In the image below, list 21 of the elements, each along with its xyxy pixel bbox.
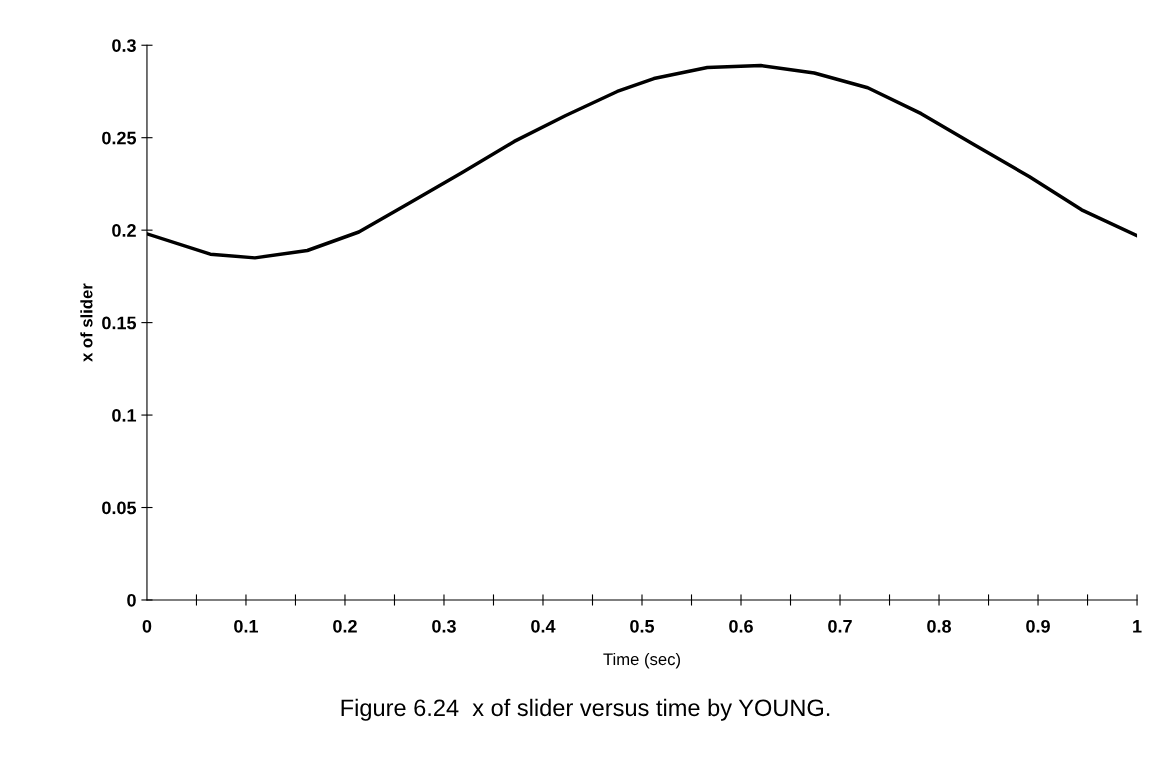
x-tick-label: 0.7: [828, 619, 852, 633]
y-tick-label: 0.3: [112, 39, 136, 52]
x-tick-label: 0.8: [927, 619, 952, 633]
y-tick-label: 0.1: [112, 409, 137, 422]
y-tick-label: 0: [127, 593, 136, 607]
y-tick-label: 0.05: [102, 501, 137, 515]
caption: Figure 6.24 x of slider versus time by YOUNG.: [341, 698, 830, 721]
x-tick-label: 0.5: [630, 619, 655, 633]
x-tick-label: 0.6: [729, 619, 753, 633]
x-tick-label: 0.9: [1026, 619, 1050, 633]
x-tick-label: 0.4: [531, 619, 556, 633]
x-axis-title: Time (sec): [603, 652, 681, 669]
y-axis-title: x of slider: [80, 283, 93, 362]
x-tick-label: 0.2: [333, 619, 357, 633]
x-tick-label: 1: [1133, 620, 1142, 633]
y-tick-label: 0.2: [112, 224, 136, 237]
y-tick-label: 0.25: [102, 131, 137, 145]
x-tick-label: 0.1: [234, 619, 259, 633]
x-tick-label: 0.3: [432, 619, 456, 633]
x-tick-label: 0: [142, 619, 152, 633]
y-tick-label: 0.15: [102, 316, 137, 330]
